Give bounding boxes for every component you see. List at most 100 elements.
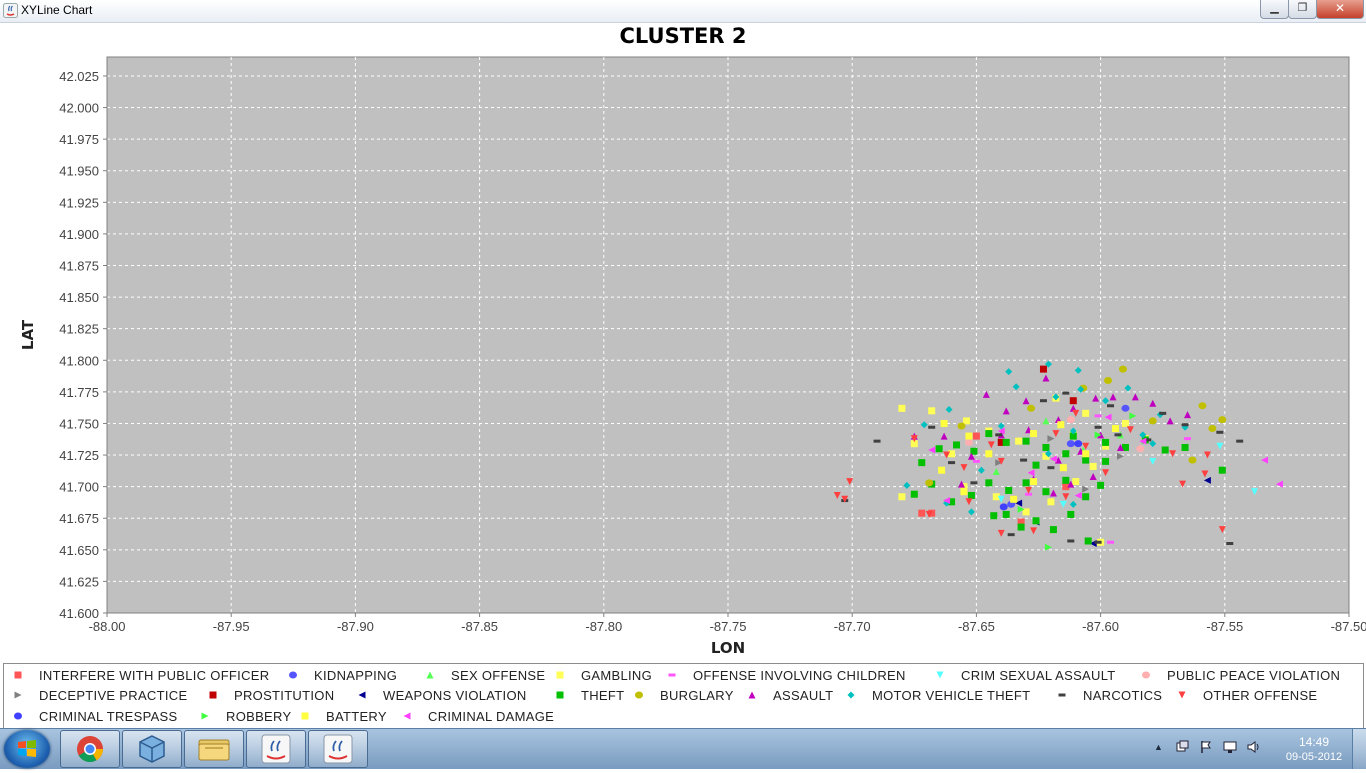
data-point — [970, 447, 978, 455]
legend-label: PROSTITUTION — [234, 688, 335, 703]
data-point — [1005, 486, 1013, 494]
y-tick-label: 41.950 — [59, 164, 99, 179]
clock-date[interactable]: 09-05-2012 — [1285, 751, 1343, 763]
show-desktop-button[interactable] — [1352, 729, 1366, 769]
data-point — [1097, 481, 1105, 489]
volume-icon[interactable] — [1247, 740, 1261, 754]
taskbar-chrome-button[interactable] — [60, 730, 120, 768]
data-point — [1218, 416, 1227, 424]
data-point — [910, 435, 918, 443]
data-point — [1201, 470, 1209, 478]
legend-label: OTHER OFFENSE — [1203, 688, 1318, 703]
data-point — [967, 491, 975, 499]
data-point — [1067, 510, 1075, 518]
data-point — [1226, 542, 1234, 545]
data-point — [910, 440, 918, 448]
data-point — [1017, 505, 1025, 513]
network-connection-icon[interactable] — [1223, 740, 1237, 754]
data-point — [1049, 526, 1057, 534]
legend-marker — [1058, 693, 1066, 697]
legend-marker — [14, 712, 22, 720]
axes: -88.00 -87.95 -87.90 -87.85 -87.80 -87.75 -87.… — [59, 57, 1366, 634]
data-point — [992, 493, 1000, 501]
legend-label: CRIMINAL DAMAGE — [428, 709, 555, 724]
data-point — [997, 438, 1005, 446]
y-tick-label: 41.675 — [59, 511, 99, 526]
data-point — [873, 439, 881, 443]
data-point — [833, 491, 841, 499]
legend-marker-icon — [668, 673, 676, 677]
data-point — [1002, 510, 1010, 518]
taskbar-java-button-2[interactable] — [308, 730, 368, 768]
data-point — [1114, 433, 1122, 437]
data-point — [1047, 466, 1055, 470]
close-button[interactable]: ✕ — [1316, 0, 1364, 19]
chrome-icon — [77, 736, 104, 763]
taskbar-java-button-1[interactable] — [246, 730, 306, 768]
legend-label: CRIMINAL TRESPASS — [39, 709, 178, 724]
legend-label: CRIM SEXUAL ASSAULT — [961, 668, 1116, 683]
x-tick-label: -87.75 — [710, 619, 747, 634]
data-point — [943, 497, 951, 505]
data-point — [1102, 469, 1110, 477]
data-point — [1020, 458, 1028, 462]
data-point — [1047, 435, 1055, 443]
legend-marker — [289, 671, 297, 679]
maximize-button[interactable]: ❐ — [1288, 0, 1317, 19]
legend-label: GAMBLING — [581, 668, 653, 683]
data-point — [948, 450, 956, 458]
data-point — [1148, 417, 1157, 425]
data-point — [1052, 393, 1060, 401]
clock-time[interactable]: 14:49 — [1298, 735, 1330, 749]
data-point — [1002, 407, 1010, 415]
data-point — [1102, 442, 1110, 450]
data-point — [957, 480, 965, 488]
legend-marker — [209, 691, 217, 699]
x-tick-label: -87.90 — [337, 619, 374, 634]
start-button[interactable] — [4, 730, 50, 768]
y-tick-label: 42.025 — [59, 69, 99, 84]
data-point — [1017, 523, 1025, 531]
data-point — [1082, 409, 1090, 417]
taskbar-virtualbox-button[interactable] — [122, 730, 182, 768]
minimize-button[interactable]: ▁ — [1260, 0, 1289, 19]
data-point — [1039, 399, 1047, 403]
legend-marker — [936, 671, 944, 679]
x-tick-label: -87.85 — [461, 619, 498, 634]
data-point — [1015, 499, 1023, 507]
data-point — [1121, 404, 1130, 412]
legend-marker-icon — [748, 691, 756, 699]
data-point — [982, 390, 990, 398]
data-point — [1082, 456, 1090, 464]
data-point — [1039, 365, 1047, 373]
legend-label: PUBLIC PEACE VIOLATION — [1167, 668, 1341, 683]
data-point — [1082, 450, 1090, 458]
data-point — [1181, 423, 1189, 427]
data-point — [997, 422, 1005, 430]
explorer-icon — [198, 739, 230, 761]
data-point — [960, 464, 968, 472]
action-center-flag-icon[interactable] — [1199, 740, 1213, 754]
legend-marker-icon — [14, 671, 22, 679]
y-tick-label: 41.825 — [59, 322, 99, 337]
data-point — [1030, 527, 1038, 535]
data-point — [1082, 485, 1090, 493]
data-point — [1042, 374, 1050, 382]
window-titlebar[interactable]: XYLine Chart ▁ ❐ ✕ — [0, 0, 1366, 23]
data-point — [1203, 476, 1211, 484]
data-point — [1074, 366, 1082, 374]
legend-label: WEAPONS VIOLATION — [383, 688, 527, 703]
y-tick-label: 41.850 — [59, 290, 99, 305]
data-point — [1067, 539, 1075, 543]
taskbar-explorer-button[interactable] — [184, 730, 244, 768]
data-point — [1116, 443, 1124, 451]
data-point — [970, 481, 978, 485]
data-point — [1022, 479, 1030, 487]
network-tray-icon[interactable] — [1175, 740, 1189, 754]
show-hidden-icons-icon[interactable]: ▲ — [1154, 742, 1163, 752]
data-point — [1025, 486, 1033, 494]
legend-label: INTERFERE WITH PUBLIC OFFICER — [39, 668, 270, 683]
data-point — [1216, 442, 1224, 450]
y-tick-label: 41.600 — [59, 606, 99, 621]
data-point — [940, 419, 948, 427]
